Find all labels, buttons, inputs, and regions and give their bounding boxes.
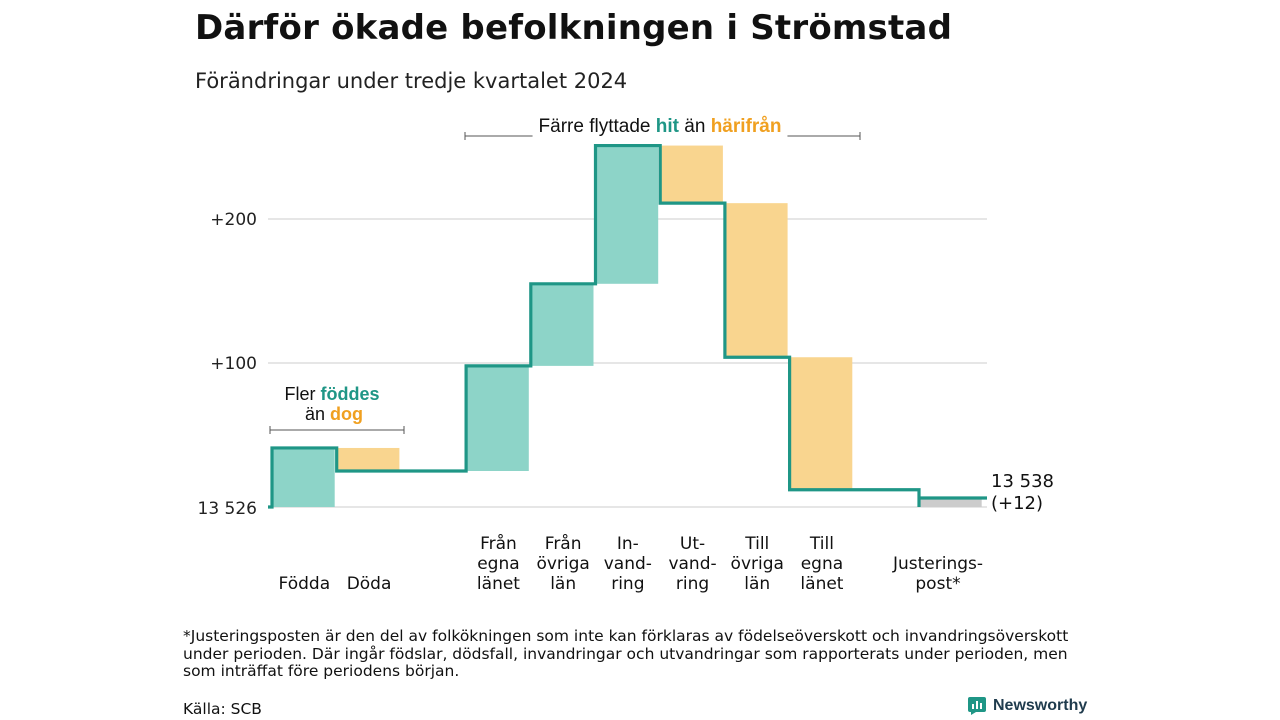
x-tick-label: Från [545,533,582,554]
footnote: *Justeringsposten är den del av folkökni… [183,627,1069,680]
x-tick-label: övriga [731,554,784,574]
end-value-label: (+12) [991,493,1043,514]
brand-name: Newsworthy [993,697,1088,714]
x-tick-label: länet [477,574,520,594]
bar-adjustment [919,498,982,507]
x-tick-label: egna [477,554,519,574]
chart-title: Därför ökade befolkningen i Strömstad [195,8,953,48]
x-tick-label: Födda [279,574,331,594]
x-tick-label: Till [744,534,769,554]
bar-decrease [724,203,788,358]
bar-decrease [336,447,400,471]
x-tick-label: Döda [347,574,392,594]
x-tick-label: Till [809,534,834,554]
annotation-births-line2: än dog [305,404,363,424]
bar-decrease [789,357,853,490]
newsworthy-logo-icon [968,697,986,715]
annotation-births-line1: Fler föddes [284,384,379,404]
x-tick-label: ring [676,574,709,594]
x-tick-label: län [744,574,770,594]
annotation-background [532,115,788,138]
y-tick-label: +100 [210,354,257,374]
baseline-label: 13 526 [198,499,257,519]
x-tick-label: Ut- [680,534,705,554]
x-tick-label: egna [801,554,843,574]
x-tick-label: övriga [536,554,589,574]
x-tick-label: ring [611,574,644,594]
x-tick-label: länet [800,574,843,594]
bar-increase [466,365,529,471]
end-value-label: 13 538 [991,471,1054,492]
cumulative-line [268,143,987,509]
annotation-migration: Färre flyttade hit än härifrån [539,116,782,137]
source-label: Källa: SCB [183,700,262,718]
brand-logo: Newsworthy [968,697,1087,715]
x-tick-label: vand- [604,554,652,574]
bar-increase [530,283,594,366]
x-tick-label: post* [915,574,960,594]
bar-decrease [660,145,723,204]
chart-subtitle: Förändringar under tredje kvartalet 2024 [195,69,628,93]
x-tick-label: In- [617,534,639,554]
x-tick-label: Justerings- [892,554,983,574]
y-tick-label: +200 [210,210,257,230]
bar-increase [272,447,335,507]
x-tick-label: vand- [668,554,716,574]
bar-increase [595,145,659,284]
x-tick-label: län [550,574,576,594]
x-tick-label: Från [480,533,517,554]
